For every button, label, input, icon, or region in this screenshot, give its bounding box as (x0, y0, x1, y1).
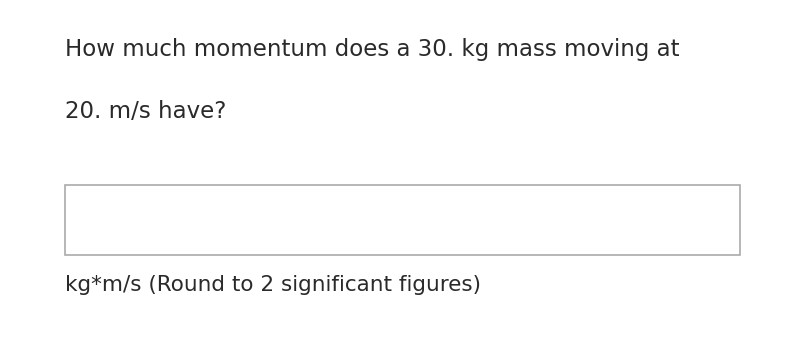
Text: 20. m/s have?: 20. m/s have? (65, 100, 226, 123)
Text: How much momentum does a 30. kg mass moving at: How much momentum does a 30. kg mass mov… (65, 38, 679, 61)
Text: kg*m/s (Round to 2 significant figures): kg*m/s (Round to 2 significant figures) (65, 275, 481, 295)
Bar (65, 185, 740, 255)
